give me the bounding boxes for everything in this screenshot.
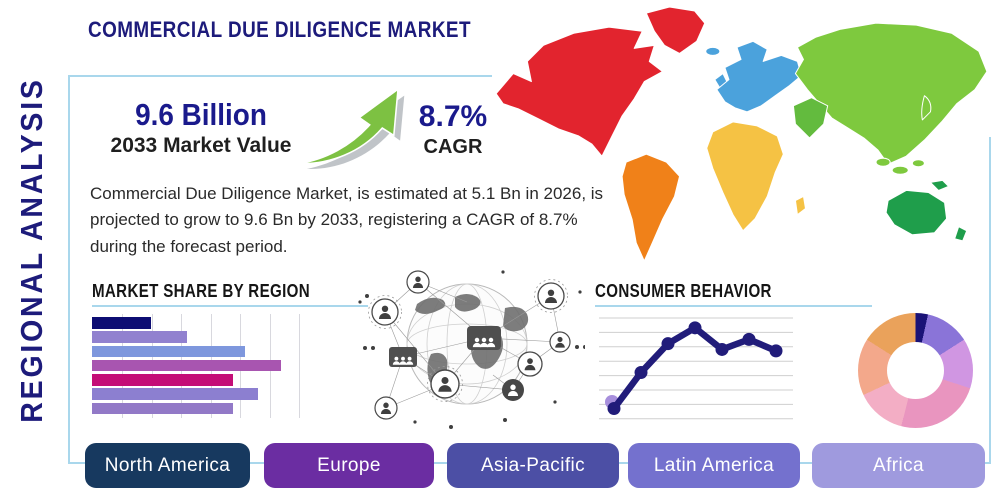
line-chart-point-2 bbox=[634, 365, 648, 379]
map-europe bbox=[716, 40, 802, 113]
region-button-africa[interactable]: Africa bbox=[812, 443, 985, 488]
frame-left-border bbox=[68, 75, 70, 464]
map-new-zealand bbox=[954, 226, 968, 242]
market-description: Commercial Due Diligence Market, is esti… bbox=[90, 184, 604, 256]
map-new-guinea bbox=[929, 179, 950, 191]
bar-chart-bar-6 bbox=[92, 388, 258, 400]
region-button-asia-pacific[interactable]: Asia-Pacific bbox=[447, 443, 619, 488]
map-island-3 bbox=[911, 159, 925, 168]
line-chart-point-7 bbox=[769, 344, 783, 358]
consumer-behavior-title: CONSUMER BEHAVIOR bbox=[595, 281, 772, 301]
market-value-caption: 2033 Market Value bbox=[110, 134, 292, 157]
bar-chart-bar-4 bbox=[92, 359, 281, 372]
bar-chart-bar-1 bbox=[92, 317, 151, 329]
market-share-bar-chart bbox=[92, 314, 306, 418]
region-donut-chart bbox=[858, 313, 973, 428]
cagr-caption: CAGR bbox=[423, 136, 483, 158]
map-madagascar bbox=[794, 195, 807, 216]
map-africa bbox=[706, 121, 784, 232]
frame-right-border bbox=[989, 137, 991, 464]
line-chart-point-1 bbox=[607, 401, 621, 415]
globe-network-graphic bbox=[358, 270, 585, 429]
consumer-behavior-line-chart bbox=[599, 317, 793, 420]
bar-chart-bar-2 bbox=[92, 331, 187, 343]
region-button-north-america[interactable]: North America bbox=[85, 443, 250, 488]
line-chart-point-4 bbox=[688, 321, 702, 335]
page-title: COMMERCIAL DUE DILIGENCE MARKET bbox=[88, 17, 471, 42]
map-middle-east bbox=[792, 97, 829, 139]
map-greenland bbox=[645, 6, 706, 54]
consumer-behavior-section-header: CONSUMER BEHAVIOR bbox=[595, 281, 872, 307]
map-island-2 bbox=[891, 165, 909, 175]
bar-chart-gridline bbox=[299, 314, 300, 418]
map-japan bbox=[921, 95, 932, 121]
map-north-america bbox=[495, 26, 663, 157]
growth-arrow-icon bbox=[298, 87, 405, 169]
market-share-title: MARKET SHARE BY REGION bbox=[92, 281, 310, 301]
market-share-section-header: MARKET SHARE BY REGION bbox=[92, 281, 368, 307]
donut-hole bbox=[887, 342, 944, 399]
bar-chart-bar-3 bbox=[92, 345, 246, 358]
cagr-stat: 8.7% CAGR bbox=[408, 100, 498, 159]
cagr-number: 8.7% bbox=[418, 100, 488, 133]
market-value-stat: 9.6 Billion 2033 Market Value bbox=[95, 97, 307, 158]
region-button-latin-america[interactable]: Latin America bbox=[628, 443, 800, 488]
map-australia bbox=[885, 189, 948, 236]
map-island-1 bbox=[875, 157, 891, 167]
bar-chart-bar-7 bbox=[92, 402, 233, 415]
map-south-america bbox=[621, 153, 681, 262]
frame-top-border bbox=[68, 75, 492, 77]
line-chart-point-6 bbox=[742, 332, 756, 346]
world-map bbox=[495, 6, 988, 262]
market-value-number: 9.6 Billion bbox=[135, 97, 267, 132]
region-button-europe[interactable]: Europe bbox=[264, 443, 434, 488]
bar-chart-bar-5 bbox=[92, 374, 233, 386]
map-asia bbox=[794, 22, 988, 165]
side-label-regional-analysis: REGIONAL ANALYSIS bbox=[14, 77, 49, 423]
line-chart-point-5 bbox=[715, 342, 729, 356]
map-iceland bbox=[705, 46, 721, 56]
line-chart-point-3 bbox=[661, 337, 675, 351]
